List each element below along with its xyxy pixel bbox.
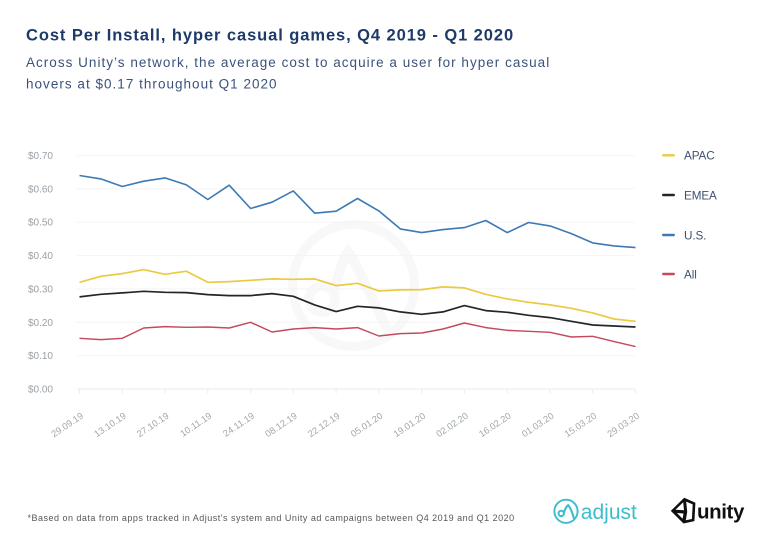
svg-text:$0.50: $0.50	[28, 218, 53, 229]
svg-text:hovers at $0.17 throughout Q1: hovers at $0.17 throughout Q1 2020	[26, 77, 278, 92]
svg-text:*Based on data from apps track: *Based on data from apps tracked in Adju…	[28, 513, 515, 523]
svg-text:EMEA: EMEA	[684, 189, 717, 202]
svg-text:$0.60: $0.60	[28, 184, 53, 195]
svg-text:$0.00: $0.00	[28, 385, 53, 396]
svg-text:Across Unity’s network, the av: Across Unity’s network, the average cost…	[26, 55, 550, 70]
svg-text:Cost Per Install, hyper casual: Cost Per Install, hyper casual games, Q4…	[26, 27, 514, 45]
svg-text:U.S.: U.S.	[684, 229, 706, 242]
svg-text:$0.10: $0.10	[28, 351, 53, 362]
svg-text:APAC: APAC	[684, 150, 715, 163]
svg-text:$0.30: $0.30	[28, 284, 53, 295]
svg-text:$0.70: $0.70	[28, 151, 53, 162]
svg-text:$0.20: $0.20	[28, 318, 53, 329]
svg-text:All: All	[684, 268, 697, 281]
svg-text:adjust: adjust	[581, 501, 637, 524]
svg-text:unity: unity	[697, 501, 745, 524]
svg-text:$0.40: $0.40	[28, 251, 53, 262]
